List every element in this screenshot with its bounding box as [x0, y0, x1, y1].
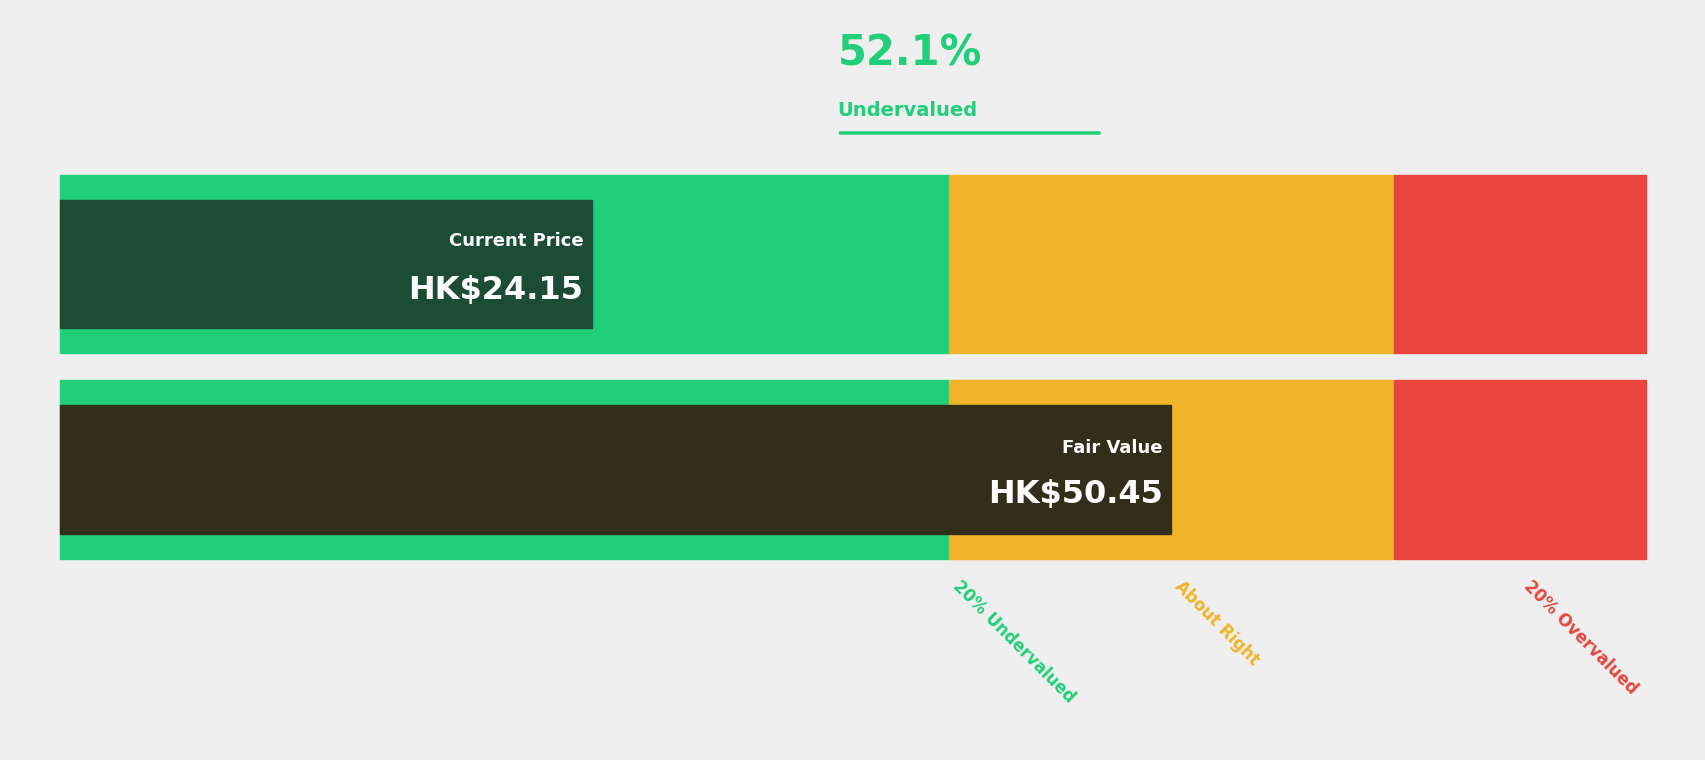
Text: About Right: About Right — [1171, 578, 1262, 670]
Text: HK$24.15: HK$24.15 — [407, 275, 583, 306]
Text: HK$50.45: HK$50.45 — [987, 479, 1163, 510]
Bar — [1393, 175, 1645, 353]
Bar — [60, 175, 948, 353]
Bar — [60, 405, 1171, 534]
Text: Current Price: Current Price — [448, 233, 583, 250]
Bar — [1393, 380, 1645, 559]
Bar — [948, 380, 1393, 559]
Text: 20% Overvalued: 20% Overvalued — [1519, 578, 1640, 698]
Bar — [948, 175, 1393, 353]
Text: 20% Undervalued: 20% Undervalued — [948, 578, 1078, 707]
Bar — [60, 200, 592, 328]
Bar — [60, 380, 948, 559]
Text: Fair Value: Fair Value — [1062, 439, 1163, 457]
Text: 52.1%: 52.1% — [837, 32, 982, 74]
Text: Undervalued: Undervalued — [837, 101, 977, 120]
